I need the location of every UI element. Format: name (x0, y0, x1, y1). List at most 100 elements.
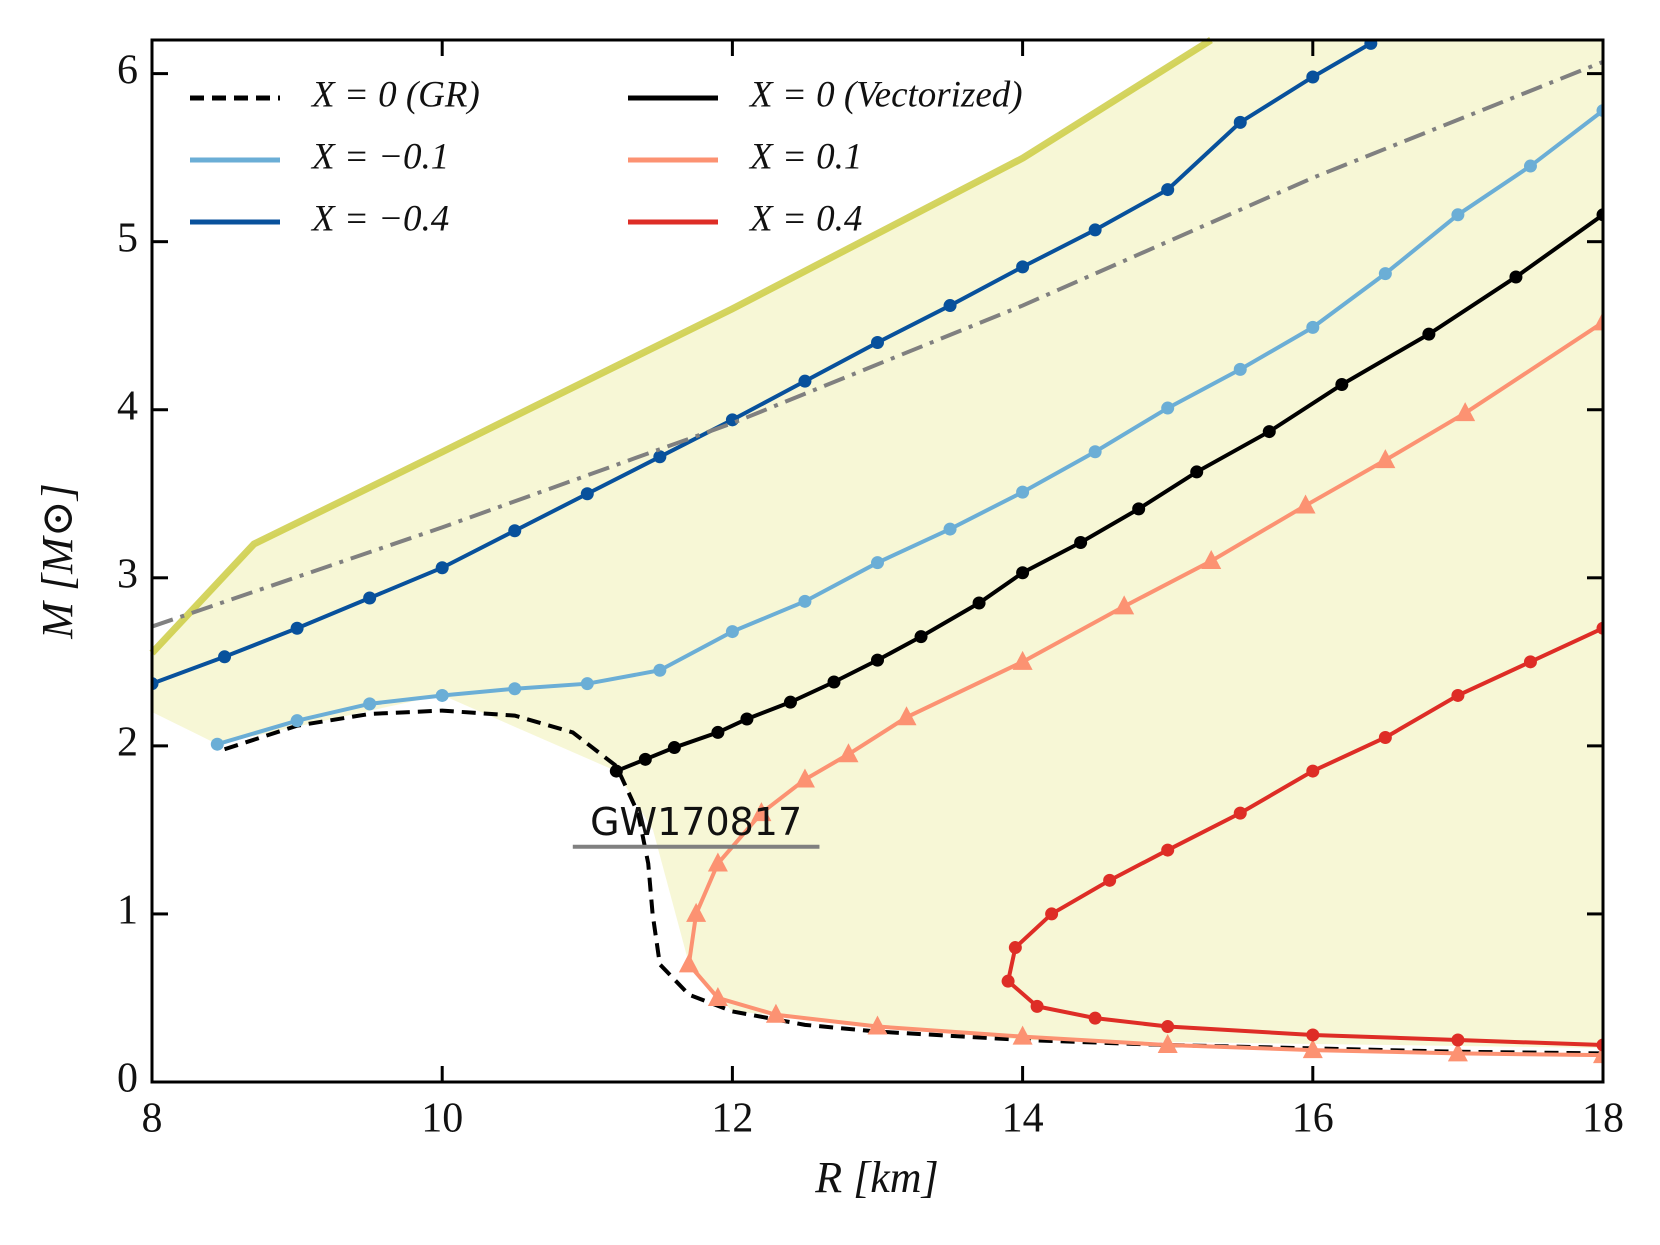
marker (896, 706, 917, 726)
marker (1201, 550, 1222, 569)
marker (1262, 425, 1276, 439)
marker (1596, 621, 1603, 635)
annotation-text: GW170817 (590, 800, 802, 844)
legend-label: X = −0.1 (310, 136, 449, 177)
marker (943, 522, 957, 536)
marker (508, 524, 522, 538)
marker (1045, 907, 1059, 921)
x-axis-label: R [km] (814, 1153, 938, 1202)
marker (871, 653, 884, 667)
marker (363, 697, 377, 711)
marker (1523, 159, 1537, 173)
frame (150, 38, 1605, 1084)
marker (435, 688, 449, 702)
marker (508, 682, 522, 696)
marker (827, 675, 841, 689)
x-tick-label: 16 (1292, 1096, 1334, 1142)
y-tick-label: 2 (117, 720, 138, 766)
marker (725, 625, 739, 639)
marker (751, 802, 772, 822)
marker (871, 556, 884, 570)
marker (1596, 208, 1603, 222)
marker (653, 450, 667, 464)
marker (707, 986, 728, 1006)
marker (1016, 485, 1030, 499)
marker (1596, 1038, 1603, 1052)
marker (1161, 401, 1175, 415)
marker (1008, 941, 1022, 955)
marker (290, 714, 304, 728)
y-tick-label: 3 (117, 551, 138, 597)
marker (290, 621, 304, 635)
marker (1233, 806, 1247, 820)
marker (1378, 267, 1392, 281)
marker (1088, 223, 1102, 237)
marker (794, 768, 815, 788)
series-line (152, 41, 1372, 686)
x-tick-label: 18 (1582, 1096, 1624, 1142)
marker (1523, 655, 1537, 669)
marker (707, 852, 728, 872)
series-line (152, 59, 1603, 629)
marker (1451, 208, 1465, 222)
marker (210, 737, 224, 751)
x-tick-label: 12 (711, 1096, 753, 1142)
marker (783, 695, 797, 709)
marker (798, 374, 812, 388)
plot-area (152, 40, 1603, 1064)
region-edge (149, 37, 1213, 656)
shaded-region (152, 40, 1603, 1048)
marker (943, 299, 957, 313)
legend-label: X = −0.4 (310, 198, 449, 239)
marker (1012, 650, 1033, 670)
marker (218, 650, 232, 664)
marker (1161, 183, 1175, 197)
marker (1375, 449, 1396, 469)
marker (765, 1003, 786, 1023)
legend-label: X = 0.4 (748, 198, 862, 239)
marker (1114, 595, 1135, 615)
marker (914, 630, 928, 644)
marker (1190, 465, 1204, 479)
marker (1364, 40, 1378, 50)
y-tick-label: 4 (117, 383, 138, 429)
marker (1016, 566, 1030, 580)
marker (1074, 536, 1088, 550)
marker (867, 1015, 888, 1035)
marker (798, 594, 812, 608)
marker (1088, 1011, 1102, 1025)
series-line (686, 320, 1603, 1058)
marker (1103, 873, 1117, 887)
marker (1161, 843, 1175, 857)
legend-label: X = 0.1 (748, 136, 862, 177)
marker (678, 953, 699, 973)
marker (1455, 402, 1476, 422)
marker (1447, 1042, 1468, 1062)
marker (711, 725, 725, 739)
marker (667, 741, 681, 755)
marker (653, 663, 667, 677)
marker (580, 487, 594, 501)
marker (152, 677, 159, 691)
marker (1157, 1034, 1178, 1054)
legend-label: X = 0 (GR) (310, 74, 480, 115)
marker (686, 902, 707, 922)
marker (1451, 1033, 1465, 1047)
marker (972, 596, 986, 610)
marker (1596, 104, 1603, 118)
marker (1233, 115, 1247, 129)
marker (1016, 260, 1030, 274)
x-tick-label: 8 (142, 1096, 163, 1142)
marker (1132, 502, 1146, 516)
marker (638, 752, 652, 766)
y-tick-label: 6 (117, 47, 138, 93)
series-line (216, 108, 1603, 747)
marker (1306, 764, 1320, 778)
marker (1302, 1039, 1323, 1059)
marker (1451, 688, 1465, 702)
marker (363, 591, 377, 605)
marker (435, 561, 449, 575)
y-tick-label: 1 (117, 888, 138, 934)
marker (1088, 445, 1102, 459)
